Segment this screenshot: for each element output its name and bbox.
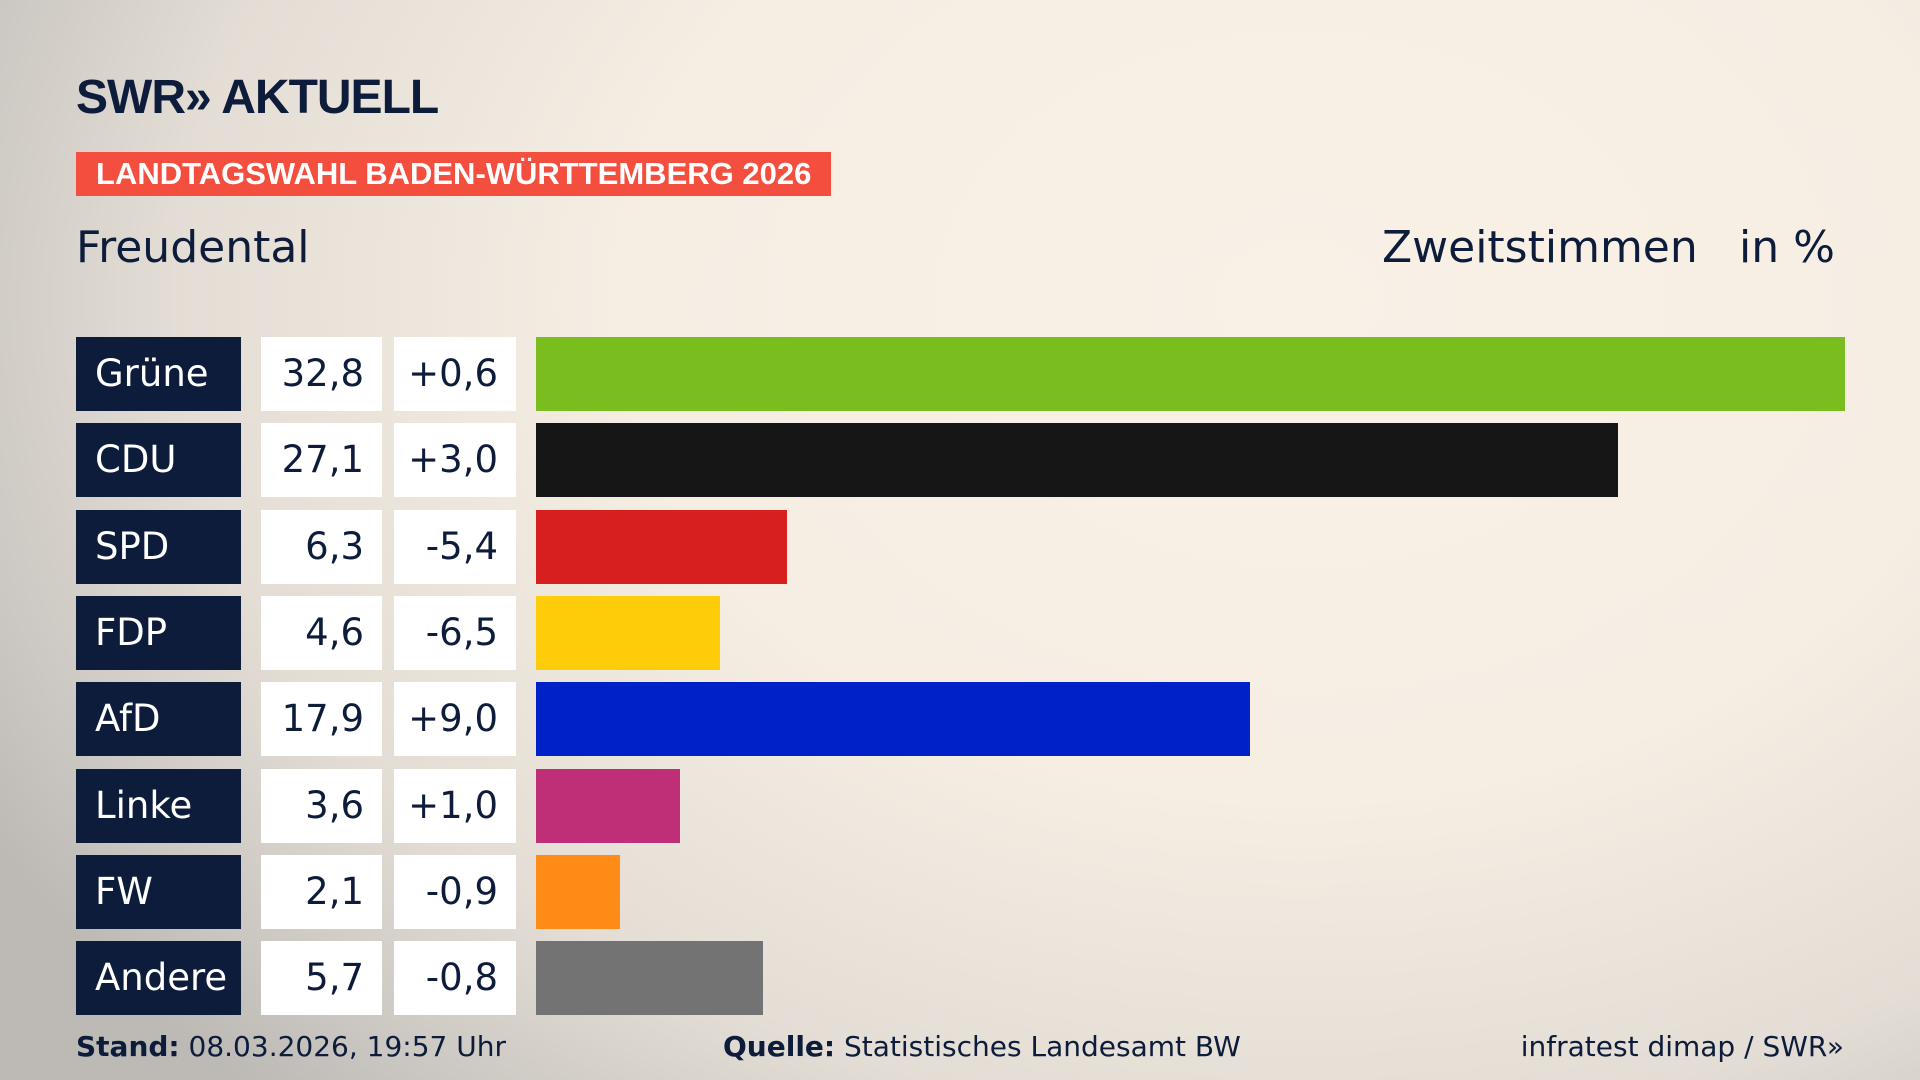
party-label: FW bbox=[76, 854, 241, 929]
value-label: 17,9 bbox=[261, 682, 382, 757]
party-label: AfD bbox=[76, 682, 241, 757]
value-label: 27,1 bbox=[261, 423, 382, 498]
value-label: 2,1 bbox=[261, 854, 382, 929]
party-label: SPD bbox=[76, 509, 241, 584]
bar bbox=[536, 337, 1845, 411]
bar bbox=[536, 595, 720, 670]
change-label: -0,8 bbox=[394, 941, 516, 1016]
place-name: Freudental bbox=[76, 222, 310, 273]
election-banner: LANDTAGSWAHL BADEN-WÜRTTEMBERG 2026 bbox=[76, 152, 832, 196]
change-label: +0,6 bbox=[394, 337, 516, 411]
party-label: Andere bbox=[76, 941, 241, 1016]
bar bbox=[536, 509, 788, 584]
bar bbox=[536, 941, 764, 1016]
bar bbox=[536, 423, 1618, 498]
metric-label: Zweitstimmen bbox=[1382, 222, 1698, 273]
change-label: +1,0 bbox=[394, 768, 516, 843]
value-label: 5,7 bbox=[261, 941, 382, 1016]
value-label: 3,6 bbox=[261, 768, 382, 843]
stand-value: 08.03.2026, 19:57 Uhr bbox=[188, 1030, 506, 1063]
credit: infratest dimap / SWR» bbox=[1520, 1030, 1844, 1063]
party-label: Grüne bbox=[76, 337, 241, 411]
swr-aktuell-logo: SWR» AKTUELL bbox=[76, 71, 439, 124]
value-label: 4,6 bbox=[261, 595, 382, 670]
bar bbox=[536, 854, 620, 929]
change-label: +3,0 bbox=[394, 423, 516, 498]
change-label: -5,4 bbox=[394, 509, 516, 584]
bar bbox=[536, 768, 680, 843]
value-label: 32,8 bbox=[261, 337, 382, 411]
party-label: FDP bbox=[76, 595, 241, 670]
stand-label: Stand: bbox=[76, 1030, 180, 1063]
change-label: -0,9 bbox=[394, 854, 516, 929]
source: Quelle: Statistisches Landesamt BW bbox=[723, 1030, 1241, 1063]
party-label: Linke bbox=[76, 768, 241, 843]
source-value: Statistisches Landesamt BW bbox=[844, 1030, 1241, 1063]
change-label: -6,5 bbox=[394, 595, 516, 670]
change-label: +9,0 bbox=[394, 682, 516, 757]
timestamp: Stand: 08.03.2026, 19:57 Uhr bbox=[76, 1030, 506, 1063]
value-label: 6,3 bbox=[261, 509, 382, 584]
unit-label: in % bbox=[1739, 222, 1835, 273]
party-label: CDU bbox=[76, 423, 241, 498]
source-label: Quelle: bbox=[723, 1030, 836, 1063]
bar bbox=[536, 682, 1251, 757]
